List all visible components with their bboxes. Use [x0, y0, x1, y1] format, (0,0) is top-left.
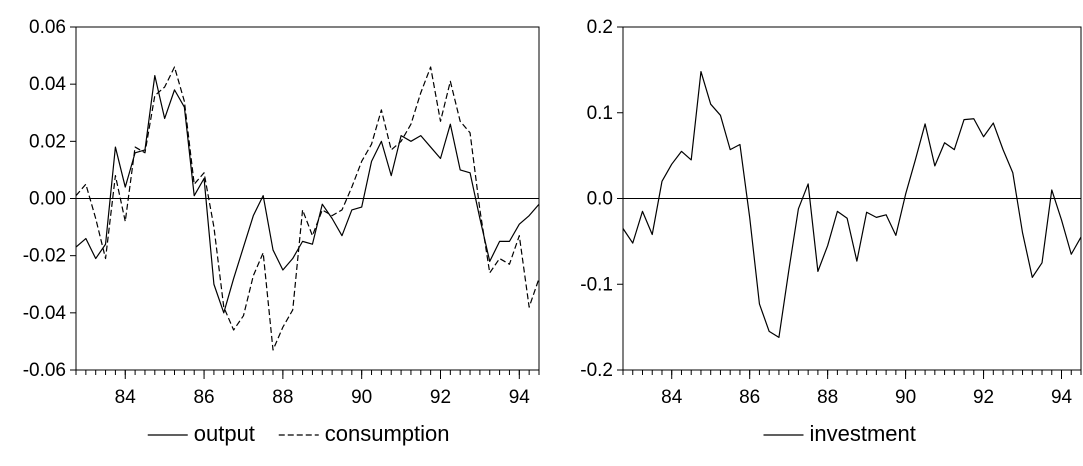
- y-tick-label: 0.06: [29, 17, 66, 38]
- y-tick-label: -0.1: [580, 274, 613, 295]
- y-tick-label: 0.0: [587, 189, 613, 210]
- chart-panel-right: 0.2 0.1 0.0 -0.1 -0.2 84 86 88 90 92 94 investment: [580, 17, 1082, 446]
- y-tick-label: -0.02: [23, 246, 66, 267]
- series-line-consumption: [75, 66, 540, 351]
- legend-label-output: output: [194, 421, 255, 446]
- series-line-output: [75, 74, 540, 314]
- x-tick-label: 84: [115, 387, 137, 408]
- chart-panel-left: 0.06 0.04 0.02 0.00 -0.02 -0.04 -0.06 84 86 88 90 9…: [23, 17, 540, 446]
- y-tick-label: 0.02: [29, 131, 66, 152]
- y-tick-label: 0.04: [29, 74, 66, 95]
- legend-label-investment: investment: [810, 421, 916, 446]
- x-tick-label: 86: [193, 387, 214, 408]
- x-tick-label: 92: [973, 387, 994, 408]
- x-tick-label: 92: [430, 387, 451, 408]
- y-tick-label: 0.1: [587, 103, 613, 124]
- y-tick-label: -0.06: [23, 360, 66, 381]
- x-tick-label: 88: [272, 387, 293, 408]
- x-tick-label: 88: [817, 387, 838, 408]
- y-tick-label: 0.00: [29, 189, 66, 210]
- legend-label-consumption: consumption: [325, 421, 450, 446]
- y-tick-label: -0.04: [23, 303, 67, 324]
- x-tick-label: 90: [895, 387, 916, 408]
- y-tick-label: -0.2: [580, 360, 613, 381]
- series-line-investment: [622, 70, 1082, 339]
- x-tick-label: 84: [661, 387, 683, 408]
- x-tick-label: 94: [509, 387, 531, 408]
- x-tick-label: 94: [1051, 387, 1073, 408]
- y-tick-label: 0.2: [587, 17, 613, 38]
- x-tick-label: 90: [351, 387, 372, 408]
- x-tick-label: 86: [739, 387, 760, 408]
